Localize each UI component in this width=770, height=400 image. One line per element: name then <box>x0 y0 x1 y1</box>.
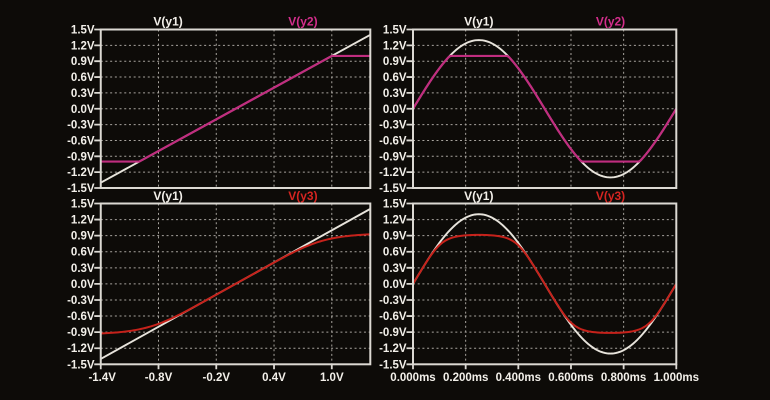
svg-text:-1.2V: -1.2V <box>67 167 95 179</box>
svg-text:-0.6V: -0.6V <box>379 311 407 323</box>
svg-text:-0.3V: -0.3V <box>67 120 95 132</box>
svg-text:1.5V: 1.5V <box>71 199 95 211</box>
svg-text:0.600ms: 0.600ms <box>548 372 593 384</box>
svg-text:0.0V: 0.0V <box>383 104 407 116</box>
svg-text:-1.2V: -1.2V <box>379 343 407 355</box>
svg-text:1.0V: 1.0V <box>320 372 344 384</box>
svg-text:-0.9V: -0.9V <box>67 151 95 163</box>
svg-text:1.2V: 1.2V <box>383 215 407 227</box>
svg-text:V(y1): V(y1) <box>153 189 182 203</box>
svg-text:V(y2): V(y2) <box>288 15 317 29</box>
svg-text:-1.5V: -1.5V <box>379 359 407 371</box>
svg-text:1.000ms: 1.000ms <box>654 372 699 384</box>
svg-text:1.5V: 1.5V <box>383 199 407 211</box>
svg-text:V(y1): V(y1) <box>464 15 493 29</box>
svg-text:1.5V: 1.5V <box>71 25 95 37</box>
svg-text:0.400ms: 0.400ms <box>496 372 541 384</box>
svg-text:-0.8V: -0.8V <box>145 372 173 384</box>
svg-text:-1.5V: -1.5V <box>379 183 407 195</box>
svg-text:0.3V: 0.3V <box>71 263 95 275</box>
svg-text:0.0V: 0.0V <box>71 104 95 116</box>
svg-text:-1.2V: -1.2V <box>379 167 407 179</box>
svg-text:0.3V: 0.3V <box>71 88 95 100</box>
svg-text:1.2V: 1.2V <box>71 40 95 52</box>
svg-text:-1.5V: -1.5V <box>67 183 95 195</box>
svg-text:-0.6V: -0.6V <box>67 135 95 147</box>
svg-text:V(y3): V(y3) <box>596 189 625 203</box>
svg-text:0.6V: 0.6V <box>383 72 407 84</box>
svg-text:V(y1): V(y1) <box>464 189 493 203</box>
svg-text:0.200ms: 0.200ms <box>443 372 488 384</box>
svg-text:0.9V: 0.9V <box>383 231 407 243</box>
svg-text:-0.9V: -0.9V <box>379 327 407 339</box>
svg-text:-0.3V: -0.3V <box>379 120 407 132</box>
svg-text:0.0V: 0.0V <box>383 279 407 291</box>
svg-text:-0.6V: -0.6V <box>67 311 95 323</box>
svg-text:-0.6V: -0.6V <box>379 135 407 147</box>
svg-text:-1.4V: -1.4V <box>88 372 116 384</box>
svg-text:-0.3V: -0.3V <box>379 295 407 307</box>
svg-text:1.2V: 1.2V <box>383 40 407 52</box>
svg-text:1.5V: 1.5V <box>383 25 407 37</box>
svg-text:0.000ms: 0.000ms <box>390 372 435 384</box>
svg-text:0.0V: 0.0V <box>71 279 95 291</box>
svg-text:0.9V: 0.9V <box>383 56 407 68</box>
svg-text:0.6V: 0.6V <box>383 247 407 259</box>
svg-text:-0.2V: -0.2V <box>203 372 231 384</box>
svg-text:-0.9V: -0.9V <box>379 151 407 163</box>
svg-text:0.3V: 0.3V <box>383 88 407 100</box>
svg-text:0.800ms: 0.800ms <box>601 372 646 384</box>
svg-text:0.4V: 0.4V <box>262 372 286 384</box>
svg-text:0.6V: 0.6V <box>71 247 95 259</box>
svg-text:-1.2V: -1.2V <box>67 343 95 355</box>
svg-text:0.3V: 0.3V <box>383 263 407 275</box>
svg-text:0.6V: 0.6V <box>71 72 95 84</box>
svg-text:V(y3): V(y3) <box>288 189 317 203</box>
svg-text:-1.5V: -1.5V <box>67 359 95 371</box>
svg-text:0.9V: 0.9V <box>71 56 95 68</box>
svg-text:-0.9V: -0.9V <box>67 327 95 339</box>
svg-text:1.2V: 1.2V <box>71 215 95 227</box>
svg-text:V(y1): V(y1) <box>153 15 182 29</box>
svg-text:0.9V: 0.9V <box>71 231 95 243</box>
svg-text:-0.3V: -0.3V <box>67 295 95 307</box>
svg-text:V(y2): V(y2) <box>596 15 625 29</box>
